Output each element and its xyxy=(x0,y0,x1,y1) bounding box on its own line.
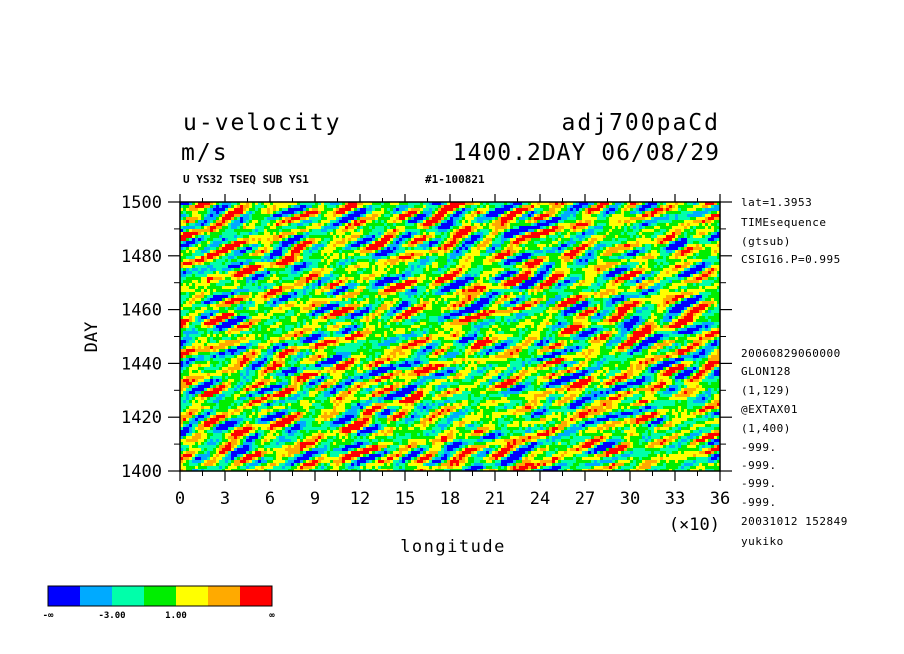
x-tick-label: 12 xyxy=(350,489,370,509)
heatmap xyxy=(180,202,720,471)
colorbar-swatch xyxy=(208,586,240,606)
y-tick-label: 1420 xyxy=(121,408,162,428)
info-line: -999. xyxy=(741,441,777,454)
x-tick-label: 36 xyxy=(710,489,730,509)
colorbar-swatch xyxy=(48,586,80,606)
info-panel: lat=1.3953 TIMEsequence (gtsub) CSIG16.P=0.… xyxy=(741,196,848,548)
colorbar-swatch xyxy=(240,586,272,606)
y-tick-label: 1400 xyxy=(121,462,162,482)
x-tick-label: 3 xyxy=(220,489,230,509)
x-tick-label: 27 xyxy=(575,489,595,509)
colorbar-swatch xyxy=(144,586,176,606)
info-line: TIMEsequence xyxy=(741,216,826,229)
colorbar-swatch xyxy=(112,586,144,606)
y-axis-label: DAY xyxy=(82,322,102,353)
info-line: CSIG16.P=0.995 xyxy=(741,253,841,266)
x-tick-label: 33 xyxy=(665,489,685,509)
x-tick-label: 30 xyxy=(620,489,640,509)
colorbar-swatch xyxy=(176,586,208,606)
info-line: (1,400) xyxy=(741,422,791,435)
colorbar-frame xyxy=(47,585,273,607)
x-tick-label: 21 xyxy=(485,489,505,509)
x-tick-label: 9 xyxy=(310,489,320,509)
x-tick-label: 6 xyxy=(265,489,275,509)
units-label: m/s xyxy=(181,140,229,166)
colorbar-label: ∞ xyxy=(269,611,275,621)
info-line: -999. xyxy=(741,459,777,472)
info-line: yukiko xyxy=(741,535,784,548)
colorbar-label: -3.00 xyxy=(98,611,125,621)
info-line: lat=1.3953 xyxy=(741,196,812,209)
info-line: -999. xyxy=(741,496,777,509)
experiment-label: adj700paCd xyxy=(562,110,720,136)
info-line: GLON128 xyxy=(741,365,791,378)
y-tick-label: 1480 xyxy=(121,247,162,267)
time-label: 1400.2DAY 06/08/29 xyxy=(453,140,720,166)
info-line: (gtsub) xyxy=(741,235,791,248)
info-line: 20031012 152849 xyxy=(741,515,848,528)
x-multiplier-label: (×10) xyxy=(669,515,720,535)
subtitle-left: U YS32 TSEQ SUB YS1 xyxy=(183,173,309,186)
colorbar-swatch xyxy=(80,586,112,606)
y-tick-label: 1500 xyxy=(121,193,162,213)
colorbar-label: 1.00 xyxy=(165,611,187,621)
info-line: 20060829060000 xyxy=(741,347,841,360)
info-line: @EXTAX01 xyxy=(741,403,798,416)
y-tick-label: 1460 xyxy=(121,301,162,321)
y-tick-label: 1440 xyxy=(121,354,162,374)
x-axis-label: longitude xyxy=(400,537,506,557)
chart-title: u-velocity xyxy=(183,110,341,136)
info-line: (1,129) xyxy=(741,384,791,397)
x-tick-label: 24 xyxy=(530,489,550,509)
x-tick-label: 15 xyxy=(395,489,415,509)
subtitle-right: #1-100821 xyxy=(425,173,485,186)
x-axis: 0 3 6 9 12 15 18 21 24 27 30 33 36 xyxy=(175,194,730,509)
colorbar: -∞ -3.00 1.00 ∞ xyxy=(43,585,275,621)
x-tick-label: 0 xyxy=(175,489,185,509)
y-axis: 1400 1420 1440 1460 1480 1500 xyxy=(121,193,732,482)
x-tick-label: 18 xyxy=(440,489,460,509)
colorbar-label: -∞ xyxy=(43,611,54,621)
info-line: -999. xyxy=(741,477,777,490)
